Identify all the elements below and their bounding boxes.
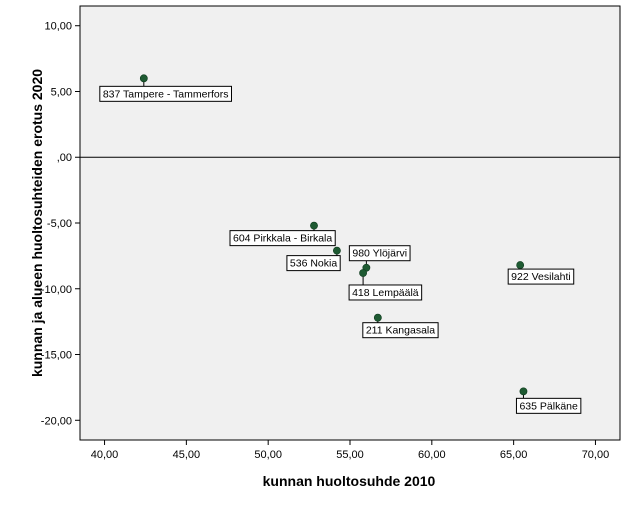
point-label-text: 536 Nokia: [290, 258, 337, 270]
point-label-text: 635 Pälkäne: [519, 400, 578, 412]
point-label: 536 Nokia: [286, 255, 341, 272]
point-label: 922 Vesilahti: [507, 268, 575, 285]
point-label-box: [99, 85, 232, 102]
point-label-box: [348, 284, 423, 301]
y-tick-label: -15,00: [41, 350, 72, 362]
point-label: 980 Ylöjärvi: [348, 245, 411, 262]
point-label-box: [286, 255, 341, 272]
point-label-text: 922 Vesilahti: [511, 271, 571, 283]
x-axis: 40,00 45,00 50,00 55,00 60,00 65,00 70,00: [91, 440, 609, 461]
point-label: 837 Tampere - Tammerfors: [99, 85, 232, 102]
point-labels: 837 Tampere - Tammerfors 604 Pirkkala - B…: [99, 85, 582, 414]
x-tick-label: 60,00: [418, 449, 446, 461]
y-axis-title: kunnan ja alueen huoltosuhteiden erotus …: [29, 69, 45, 377]
y-tick-label: -10,00: [41, 284, 72, 296]
point-label-text: 980 Ylöjärvi: [352, 248, 407, 260]
point-label: 418 Lempäälä: [348, 284, 423, 301]
x-tick-label: 50,00: [254, 449, 282, 461]
point-label-box: [515, 397, 582, 414]
data-point: [516, 261, 525, 269]
point-label: 604 Pirkkala - Birkala: [229, 230, 336, 247]
data-point: [373, 313, 382, 322]
point-label-box: [507, 268, 575, 285]
x-axis-title: kunnan huoltosuhde 2010: [263, 473, 436, 489]
point-label-text: 604 Pirkkala - Birkala: [233, 233, 332, 245]
y-tick-label: -5,00: [47, 218, 72, 230]
y-axis: 10,00 5,00 ,00 -5,00 -10,00 -15,00 -20,00: [41, 21, 80, 427]
point-label-text: 211 Kangasala: [366, 325, 435, 337]
data-point: [519, 387, 528, 396]
y-tick-label: -20,00: [41, 415, 72, 427]
point-label-box: [362, 322, 439, 339]
data-point: [139, 74, 148, 83]
plot-area: [79, 5, 621, 441]
data-point: [333, 246, 341, 255]
y-tick-label: 10,00: [44, 21, 72, 33]
y-tick-label: ,00: [57, 152, 72, 164]
x-tick-label: 65,00: [500, 449, 528, 461]
x-tick-label: 45,00: [173, 449, 201, 461]
point-label-text: 837 Tampere - Tammerfors: [103, 88, 229, 100]
x-tick-label: 70,00: [582, 449, 610, 461]
data-point: [310, 221, 318, 230]
x-tick-label: 55,00: [336, 449, 364, 461]
data-points: [139, 74, 528, 396]
point-label-box: [229, 230, 336, 247]
point-label: 211 Kangasala: [362, 322, 439, 339]
point-label-box: [348, 245, 411, 262]
point-label-text: 418 Lempäälä: [352, 287, 419, 299]
y-tick-label: 5,00: [51, 86, 72, 98]
x-tick-label: 40,00: [91, 449, 119, 461]
data-point: [359, 269, 367, 277]
point-label: 635 Pälkäne: [515, 397, 582, 414]
